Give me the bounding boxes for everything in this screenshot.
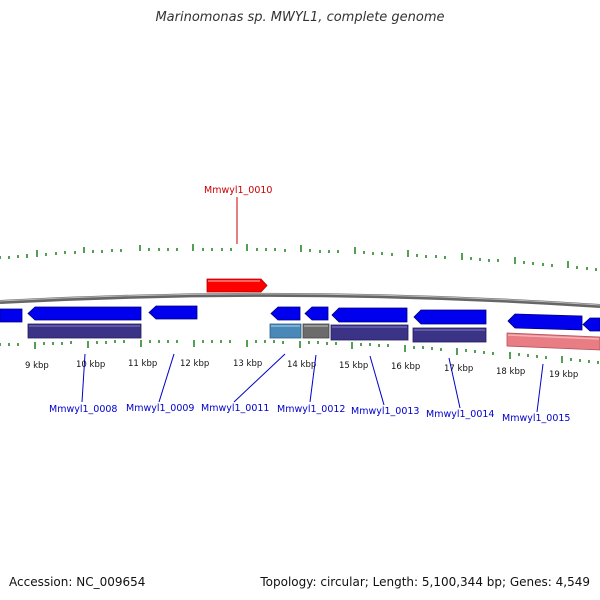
scale-label-12kbp: 12 kbp [180, 359, 209, 369]
lower-tick-row [0, 340, 599, 364]
scale-label-17kbp: 17 kbp [444, 364, 473, 374]
topology-summary-text: Topology: circular; Length: 5,100,344 bp… [260, 575, 590, 589]
gene-reverse-mmwyl1-0008[interactable] [27, 306, 142, 321]
scale-label-19kbp: 19 kbp [549, 370, 578, 380]
feature-block-mmwyl1-0012[interactable] [302, 323, 330, 339]
gene-reverse-mmwyl1-0012[interactable] [304, 306, 329, 321]
gene-label-mmwyl1-0010[interactable]: Mmwyl1_0010 [204, 185, 272, 196]
gene-reverse-mmwyl1-0009[interactable] [148, 305, 198, 320]
feature-block-mmwyl1-0015[interactable] [506, 332, 600, 351]
feature-block-mmwyl1-0008[interactable] [27, 323, 142, 339]
gene-label-mmwyl1-0015[interactable]: Mmwyl1_0015 [502, 413, 570, 424]
scale-label-18kbp: 18 kbp [496, 367, 525, 377]
scale-label-11kbp: 11 kbp [128, 359, 157, 369]
feature-block-row [27, 323, 600, 351]
scale-label-9kbp: 9 kbp [25, 361, 49, 371]
accession-text: Accession: NC_009654 [9, 575, 146, 589]
gene-reverse-mmwyl1-0015[interactable] [507, 313, 583, 331]
scale-label-14kbp: 14 kbp [287, 360, 316, 370]
gene-label-mmwyl1-0013[interactable]: Mmwyl1_0013 [351, 406, 419, 417]
feature-block-mmwyl1-0014[interactable] [412, 327, 487, 343]
gene-reverse-mmwyl1-0011[interactable] [270, 306, 301, 321]
gene-label-mmwyl1-0008[interactable]: Mmwyl1_0008 [49, 404, 117, 415]
feature-block-mmwyl1-0011[interactable] [269, 323, 302, 339]
label-leaders-reverse [81, 353, 544, 413]
scale-label-16kbp: 16 kbp [391, 362, 420, 372]
gene-reverse-mmwyl1-0013[interactable] [331, 307, 408, 323]
reverse-gene-row [0, 305, 600, 332]
gene-label-mmwyl1-0011[interactable]: Mmwyl1_0011 [201, 403, 269, 414]
gene-label-mmwyl1-0012[interactable]: Mmwyl1_0012 [277, 404, 345, 415]
genome-backbone [0, 292, 600, 308]
gene-reverse-partial-right[interactable] [582, 317, 600, 332]
upper-tick-row [0, 244, 597, 271]
gene-reverse-partial-left[interactable] [0, 308, 23, 323]
scale-label-13kbp: 13 kbp [233, 359, 262, 369]
scale-label-15kbp: 15 kbp [339, 361, 368, 371]
gene-reverse-mmwyl1-0014[interactable] [413, 309, 487, 325]
gene-label-mmwyl1-0014[interactable]: Mmwyl1_0014 [426, 409, 494, 420]
gene-label-mmwyl1-0009[interactable]: Mmwyl1_0009 [126, 403, 194, 414]
gene-forward-mmwyl1-0010[interactable] [206, 278, 268, 293]
scale-label-10kbp: 10 kbp [76, 360, 105, 370]
genome-title: Marinomonas sp. MWYL1, complete genome [155, 10, 445, 25]
feature-block-mmwyl1-0013[interactable] [330, 324, 409, 341]
